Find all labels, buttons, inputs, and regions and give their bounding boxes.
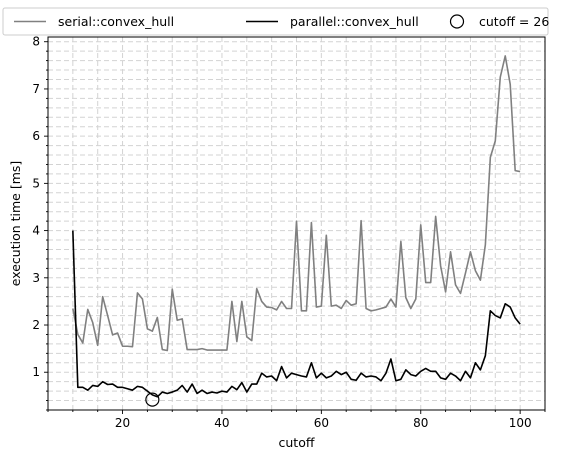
y-tick-label: 4 bbox=[32, 224, 40, 238]
x-tick-label: 100 bbox=[509, 416, 532, 430]
y-tick-label: 3 bbox=[32, 271, 40, 285]
legend: serial::convex_hull parallel::convex_hul… bbox=[3, 8, 549, 35]
y-tick-label: 1 bbox=[32, 365, 40, 379]
x-tick-label: 60 bbox=[314, 416, 329, 430]
y-tick-label: 8 bbox=[32, 35, 40, 49]
y-axis-label: execution time [ms] bbox=[8, 161, 23, 287]
legend-parallel-label: parallel::convex_hull bbox=[290, 14, 419, 29]
y-tick-label: 6 bbox=[32, 129, 40, 143]
x-axis-label: cutoff bbox=[279, 435, 315, 450]
y-tick-label: 2 bbox=[32, 318, 40, 332]
x-tick-label: 40 bbox=[214, 416, 229, 430]
y-tick-label: 7 bbox=[32, 82, 40, 96]
x-tick-label: 20 bbox=[115, 416, 130, 430]
legend-serial-label: serial::convex_hull bbox=[58, 14, 174, 29]
y-tick-label: 5 bbox=[32, 176, 40, 190]
legend-cutoff-label: cutoff = 26 bbox=[479, 14, 549, 29]
ticks-layer: 20 40 60 80 100 1 2 3 4 5 6 7 8 bbox=[32, 35, 545, 430]
x-tick-label: 80 bbox=[413, 416, 428, 430]
